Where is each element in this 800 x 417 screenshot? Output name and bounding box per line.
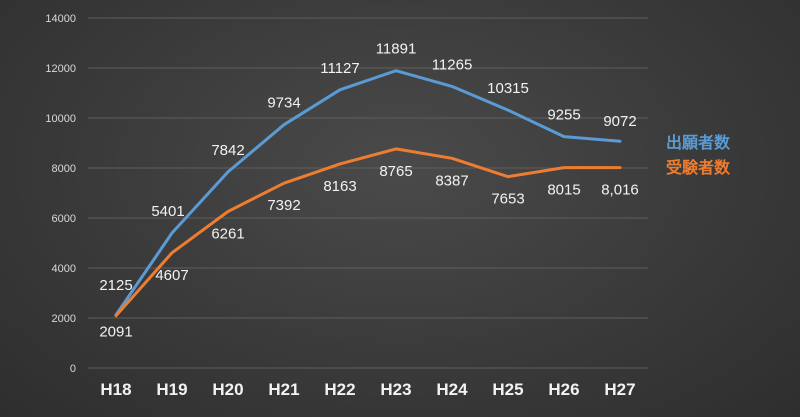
x-axis: H18 H19 H20 H21 H22 H23 H24 H25 H26 H27 xyxy=(100,380,635,399)
series-lines xyxy=(114,69,622,318)
x-tick-label: H21 xyxy=(268,380,299,399)
y-tick-label: 4000 xyxy=(52,263,76,275)
data-label: 9255 xyxy=(547,107,580,124)
data-label: 7842 xyxy=(211,142,244,159)
data-label: 8765 xyxy=(379,163,412,180)
data-label: 11891 xyxy=(376,41,417,58)
series-line-applicants xyxy=(114,69,622,317)
data-label: 2091 xyxy=(99,324,132,341)
data-label: 7392 xyxy=(267,197,300,214)
series-line-examinees xyxy=(114,147,622,318)
legend: 出願者数 受験者数 xyxy=(666,133,731,177)
data-label: 8015 xyxy=(547,182,580,199)
y-tick-label: 10000 xyxy=(45,113,76,125)
data-label: 2125 xyxy=(99,277,132,294)
x-tick-label: H25 xyxy=(492,380,523,399)
data-labels: 2125 5401 7842 9734 11127 11891 11265 10315 9255… xyxy=(99,41,638,341)
legend-entry-examinees: 受験者数 xyxy=(666,158,731,177)
y-axis: 0 2000 4000 6000 8000 10000 12000 14000 xyxy=(45,13,76,375)
legend-entry-applicants: 出願者数 xyxy=(666,133,731,152)
y-tick-label: 6000 xyxy=(52,213,76,225)
data-label: 11265 xyxy=(432,56,473,73)
data-label: 9734 xyxy=(267,95,300,112)
y-tick-label: 0 xyxy=(70,363,76,375)
x-tick-label: H18 xyxy=(100,380,131,399)
data-label: 4607 xyxy=(155,267,188,284)
data-label: 11127 xyxy=(320,60,360,77)
y-tick-label: 14000 xyxy=(45,13,76,25)
data-label: 6261 xyxy=(211,225,244,242)
x-tick-label: H26 xyxy=(548,380,579,399)
data-label: 9072 xyxy=(603,113,636,130)
x-tick-label: H24 xyxy=(436,380,468,399)
data-label: 5401 xyxy=(151,203,184,220)
data-label: 8387 xyxy=(435,172,468,189)
x-tick-label: H19 xyxy=(156,380,187,399)
y-tick-label: 8000 xyxy=(52,163,76,175)
gridlines xyxy=(88,17,648,369)
y-tick-label: 12000 xyxy=(45,63,76,75)
y-tick-label: 2000 xyxy=(52,313,76,325)
x-tick-label: H27 xyxy=(604,380,635,399)
x-tick-label: H22 xyxy=(324,380,355,399)
x-tick-label: H20 xyxy=(212,380,243,399)
data-label: 7653 xyxy=(491,191,524,208)
x-tick-label: H23 xyxy=(380,380,411,399)
data-label: 8163 xyxy=(323,178,356,195)
data-label: 8,016 xyxy=(601,182,639,199)
data-label: 10315 xyxy=(487,80,529,97)
